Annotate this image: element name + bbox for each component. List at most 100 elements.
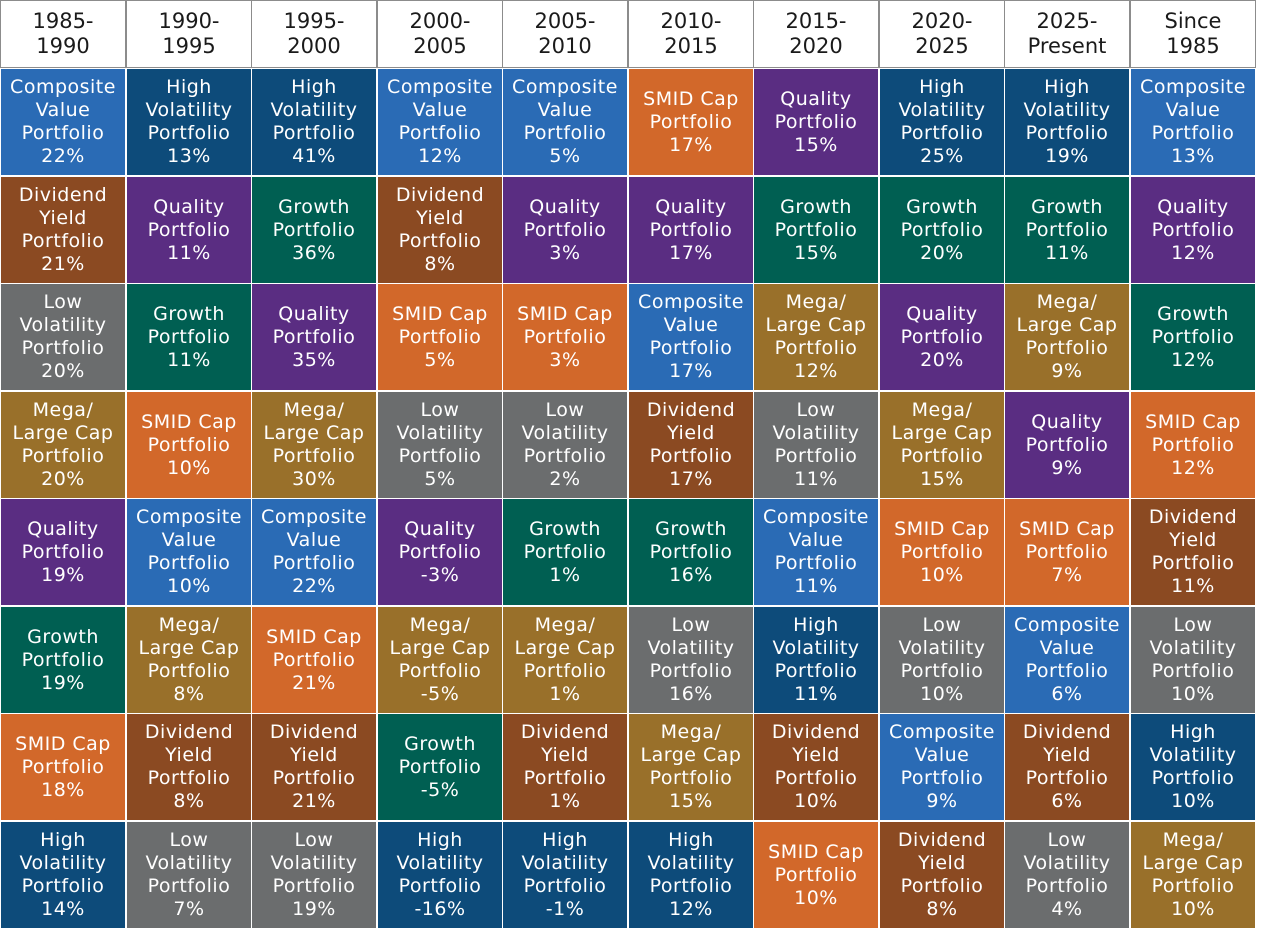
return-value: 11% bbox=[794, 468, 838, 490]
portfolio-name: Dividend Yield Portfolio bbox=[1148, 506, 1238, 574]
portfolio-name: Low Volatility Portfolio bbox=[647, 614, 735, 682]
quilt-cell: Quality Portfolio 20% bbox=[879, 283, 1005, 391]
return-value: 11% bbox=[167, 241, 211, 264]
return-value: 17% bbox=[669, 360, 713, 382]
return-value: 11% bbox=[1045, 241, 1089, 264]
portfolio-name: Composite Value Portfolio bbox=[763, 506, 869, 574]
quilt-cell: SMID Cap Portfolio 5% bbox=[377, 283, 503, 391]
quilt-cell: SMID Cap Portfolio 21% bbox=[251, 606, 377, 714]
column-header: 1985- 1990 bbox=[0, 0, 126, 68]
portfolio-name: High Volatility Portfolio bbox=[19, 829, 107, 897]
portfolio-name: SMID Cap Portfolio bbox=[643, 87, 739, 133]
quilt-cell: High Volatility Portfolio -1% bbox=[502, 821, 628, 929]
return-value: 11% bbox=[794, 575, 838, 597]
quilt-cell: Dividend Yield Portfolio 1% bbox=[502, 713, 628, 821]
quilt-cell: Mega/ Large Cap Portfolio 8% bbox=[126, 606, 252, 714]
quilt-cell: Dividend Yield Portfolio 8% bbox=[879, 821, 1005, 929]
portfolio-name: Mega/ Large Cap Portfolio bbox=[514, 614, 616, 682]
return-value: 35% bbox=[292, 348, 336, 371]
quilt-cell: Mega/ Large Cap Portfolio 15% bbox=[628, 713, 754, 821]
return-value: 1% bbox=[549, 563, 581, 586]
portfolio-name: Low Volatility Portfolio bbox=[521, 399, 609, 467]
return-value: 8% bbox=[173, 683, 205, 705]
portfolio-name: Dividend Yield Portfolio bbox=[1022, 721, 1112, 789]
portfolio-name: Growth Portfolio bbox=[900, 195, 984, 241]
portfolio-name: Mega/ Large Cap Portfolio bbox=[12, 399, 114, 467]
portfolio-name: SMID Cap Portfolio bbox=[392, 302, 488, 348]
portfolio-name: Mega/ Large Cap Portfolio bbox=[1016, 291, 1118, 359]
return-value: -16% bbox=[414, 898, 466, 920]
return-value: 10% bbox=[1171, 898, 1215, 920]
column-header: 1990- 1995 bbox=[126, 0, 252, 68]
return-value: 20% bbox=[41, 468, 85, 490]
return-value: 7% bbox=[173, 898, 205, 920]
return-value: 1% bbox=[549, 683, 581, 705]
return-value: 19% bbox=[1045, 145, 1089, 167]
portfolio-name: Growth Portfolio bbox=[1151, 302, 1235, 348]
portfolio-name: SMID Cap Portfolio bbox=[768, 840, 864, 886]
return-value: 4% bbox=[1051, 898, 1083, 920]
quilt-cell: Mega/ Large Cap Portfolio 30% bbox=[251, 391, 377, 499]
return-value: 6% bbox=[1051, 790, 1083, 812]
quilt-cell: Composite Value Portfolio 9% bbox=[879, 713, 1005, 821]
portfolio-name: High Volatility Portfolio bbox=[1023, 76, 1111, 144]
portfolio-name: Low Volatility Portfolio bbox=[396, 399, 484, 467]
quilt-cell: Mega/ Large Cap Portfolio 10% bbox=[1130, 821, 1256, 929]
portfolio-name: Mega/ Large Cap Portfolio bbox=[138, 614, 240, 682]
quilt-cell: Dividend Yield Portfolio 11% bbox=[1130, 498, 1256, 606]
return-value: 19% bbox=[41, 671, 85, 694]
quilt-cell: Mega/ Large Cap Portfolio 1% bbox=[502, 606, 628, 714]
portfolio-name: Growth Portfolio bbox=[1025, 195, 1109, 241]
return-value: 5% bbox=[424, 468, 456, 490]
portfolio-name: Low Volatility Portfolio bbox=[270, 829, 358, 897]
column-header-label: 2020- 2025 bbox=[911, 9, 973, 58]
quilt-cell: Quality Portfolio 19% bbox=[0, 498, 126, 606]
return-value: 12% bbox=[1171, 241, 1215, 264]
portfolio-name: Dividend Yield Portfolio bbox=[395, 184, 485, 252]
quilt-cell: Mega/ Large Cap Portfolio 9% bbox=[1004, 283, 1130, 391]
return-value: 9% bbox=[1051, 456, 1083, 479]
quilt-cell: Composite Value Portfolio 10% bbox=[126, 498, 252, 606]
portfolio-name: Dividend Yield Portfolio bbox=[269, 721, 359, 789]
quilt-cell: Dividend Yield Portfolio 6% bbox=[1004, 713, 1130, 821]
portfolio-name: Composite Value Portfolio bbox=[638, 291, 744, 359]
portfolio-name: SMID Cap Portfolio bbox=[141, 410, 237, 456]
quilt-cell: High Volatility Portfolio 11% bbox=[753, 606, 879, 714]
return-value: 9% bbox=[1051, 360, 1083, 382]
quilt-cell: Composite Value Portfolio 6% bbox=[1004, 606, 1130, 714]
portfolio-name: Low Volatility Portfolio bbox=[145, 829, 233, 897]
quilt-cell: Dividend Yield Portfolio 21% bbox=[251, 713, 377, 821]
quilt-cell: Growth Portfolio 11% bbox=[126, 283, 252, 391]
portfolio-name: Quality Portfolio bbox=[1151, 195, 1235, 241]
portfolio-name: Mega/ Large Cap Portfolio bbox=[389, 614, 491, 682]
column-header: Since 1985 bbox=[1130, 0, 1256, 68]
column-header-label: 2015- 2020 bbox=[785, 9, 847, 58]
portfolio-name: Dividend Yield Portfolio bbox=[520, 721, 610, 789]
quilt-cell: Growth Portfolio 36% bbox=[251, 176, 377, 284]
quilt-cell: Growth Portfolio 19% bbox=[0, 606, 126, 714]
return-value: 20% bbox=[41, 360, 85, 382]
quilt-cell: SMID Cap Portfolio 12% bbox=[1130, 391, 1256, 499]
quilt-cell: Quality Portfolio 9% bbox=[1004, 391, 1130, 499]
returns-quilt-chart: 1985- 1990 1990- 1995 1995- 2000 2000- 2005… bbox=[0, 0, 1256, 929]
portfolio-name: Mega/ Large Cap Portfolio bbox=[640, 721, 742, 789]
column-header-label: 1985- 1990 bbox=[32, 9, 94, 58]
portfolio-name: SMID Cap Portfolio bbox=[517, 302, 613, 348]
return-value: 25% bbox=[920, 145, 964, 167]
return-value: 2% bbox=[549, 468, 581, 490]
portfolio-name: Quality Portfolio bbox=[523, 195, 607, 241]
quilt-cell: SMID Cap Portfolio 10% bbox=[126, 391, 252, 499]
portfolio-name: SMID Cap Portfolio bbox=[15, 732, 111, 778]
column-header: 2025- Present bbox=[1004, 0, 1130, 68]
column-header-label: 2010- 2015 bbox=[660, 9, 722, 58]
portfolio-name: Low Volatility Portfolio bbox=[1149, 614, 1237, 682]
quilt-cell: Quality Portfolio 15% bbox=[753, 68, 879, 176]
return-value: -5% bbox=[420, 778, 460, 801]
quilt-cell: Growth Portfolio 12% bbox=[1130, 283, 1256, 391]
return-value: 41% bbox=[292, 145, 336, 167]
portfolio-name: Dividend Yield Portfolio bbox=[144, 721, 234, 789]
portfolio-name: High Volatility Portfolio bbox=[1149, 721, 1237, 789]
return-value: 5% bbox=[424, 348, 456, 371]
return-value: 17% bbox=[669, 133, 713, 156]
portfolio-name: Growth Portfolio bbox=[649, 517, 733, 563]
